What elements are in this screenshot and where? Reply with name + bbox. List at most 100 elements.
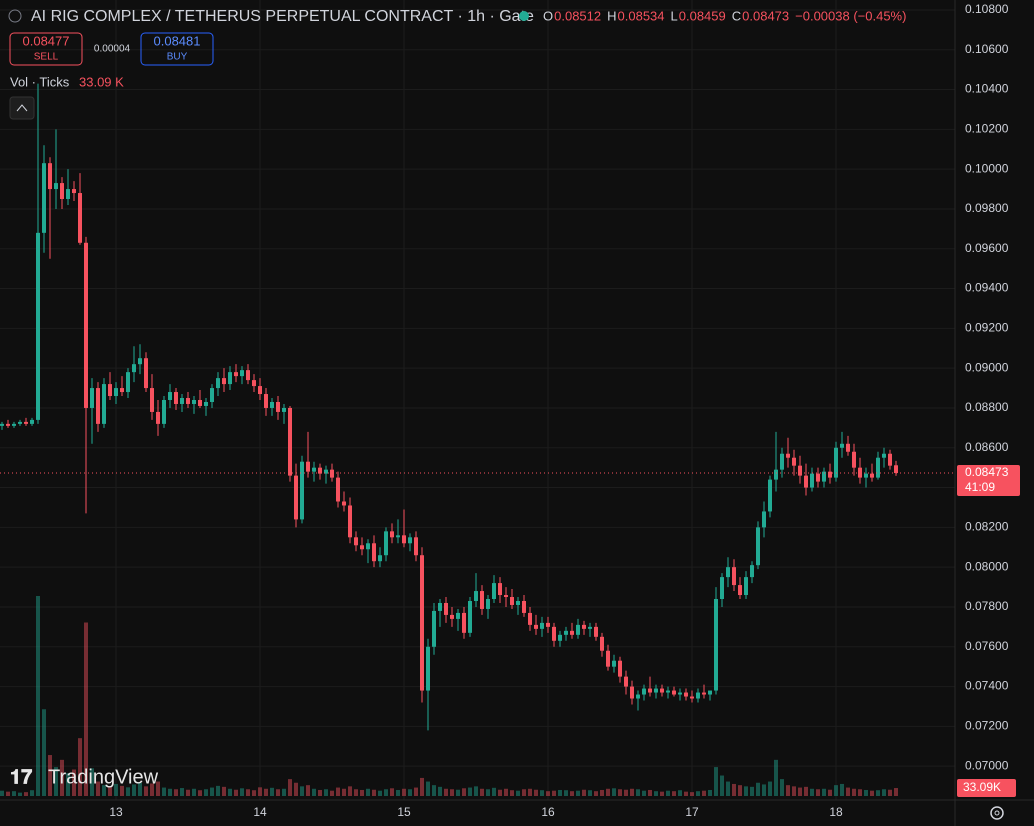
candle-body: [600, 636, 604, 651]
candle-body: [828, 471, 832, 478]
volume-bar: [894, 788, 898, 796]
volume-value: 33.09 K: [79, 74, 124, 89]
candle-body: [432, 610, 436, 647]
y-tick-label: 0.10600: [965, 42, 1009, 56]
candle-body: [618, 660, 622, 677]
readout-o-label: O: [543, 8, 553, 23]
sell-price[interactable]: 0.08477: [23, 33, 70, 48]
volume-bar: [846, 787, 850, 796]
candle-body: [468, 600, 472, 633]
candle-body: [180, 398, 184, 404]
candle-body: [786, 453, 790, 458]
volume-bar: [186, 789, 190, 796]
y-tick-label: 0.10400: [965, 82, 1009, 96]
candle-body: [240, 370, 244, 377]
volume-bar: [648, 789, 652, 796]
volume-bar: [522, 789, 526, 796]
volume-bar: [228, 788, 232, 796]
volume-bar: [324, 789, 328, 796]
candle-body: [624, 676, 628, 687]
volume-bar: [408, 789, 412, 796]
candle-body: [174, 392, 178, 404]
volume-bar: [600, 789, 604, 796]
volume-bar: [348, 786, 352, 796]
volume-bar: [282, 788, 286, 796]
watermark: TradingView: [48, 766, 159, 788]
settings-icon[interactable]: [990, 806, 1004, 820]
volume-bar: [888, 789, 892, 796]
candle-body: [684, 692, 688, 697]
candle-body: [84, 242, 88, 408]
volume-bar: [564, 790, 568, 796]
volume-bar: [126, 787, 130, 796]
candle-body: [342, 501, 346, 506]
readout-open: 0.08512: [554, 8, 601, 23]
volume-bar: [480, 788, 484, 796]
candle-body: [444, 602, 448, 615]
candle-body: [12, 423, 16, 426]
candle-body: [630, 686, 634, 699]
candle-body: [534, 624, 538, 629]
volume-bar: [672, 791, 676, 796]
candle-body: [318, 467, 322, 474]
y-tick-label: 0.10800: [965, 2, 1009, 16]
buy-label[interactable]: BUY: [167, 52, 188, 63]
volume-bar: [834, 785, 838, 796]
sell-button[interactable]: [9, 32, 83, 66]
candle-body: [18, 421, 22, 424]
volume-bar: [546, 791, 550, 796]
y-tick-label: 0.09600: [965, 241, 1009, 255]
candle-body: [864, 473, 868, 478]
candle-body: [162, 400, 166, 424]
candle-body: [570, 630, 574, 635]
volume-bar: [756, 782, 760, 796]
volume-bar: [582, 789, 586, 796]
candle-body: [144, 358, 148, 389]
candle-body: [546, 622, 550, 627]
volume-bar: [258, 787, 262, 796]
candle-body: [78, 193, 82, 243]
candle-body: [402, 535, 406, 544]
volume-bar: [816, 789, 820, 796]
candle-body: [768, 479, 772, 512]
candle-body: [462, 612, 466, 633]
buy-price[interactable]: 0.08481: [154, 33, 201, 48]
candle-body: [588, 626, 592, 629]
volume-bar: [438, 786, 442, 796]
candle-body: [834, 447, 838, 478]
volume-bar: [198, 790, 202, 796]
candle-body: [636, 694, 640, 699]
candle-body: [186, 398, 190, 404]
volume-bar: [450, 789, 454, 796]
buy-button[interactable]: [140, 32, 214, 66]
candle-body: [798, 465, 802, 476]
candle-body: [30, 419, 34, 424]
volume-bar: [744, 786, 748, 796]
candle-body: [366, 543, 370, 550]
volume-bar: [246, 789, 250, 796]
candle-body: [678, 692, 682, 695]
sell-label[interactable]: SELL: [34, 52, 59, 63]
candle-body: [660, 688, 664, 693]
settings-icon[interactable]: [994, 810, 1000, 816]
candle-body: [360, 545, 364, 550]
volume-bar: [468, 787, 472, 796]
volume-bar: [216, 785, 220, 796]
candle-body: [816, 473, 820, 482]
caret-icon[interactable]: [16, 104, 28, 112]
volume-bar: [300, 786, 304, 796]
candle-body: [702, 692, 706, 695]
candle-body: [474, 591, 478, 601]
y-tick-label: 0.08000: [965, 559, 1009, 573]
collapse-button[interactable]: [9, 96, 35, 120]
candle-body: [192, 400, 196, 404]
volume-bar: [66, 773, 70, 796]
candle-body: [156, 411, 160, 424]
candle-body: [582, 624, 586, 629]
candle-body: [648, 688, 652, 693]
y-tick-label: 0.09400: [965, 281, 1009, 295]
candle-body: [36, 232, 40, 420]
x-tick-label: 15: [397, 805, 411, 819]
y-tick-label: 0.07800: [965, 599, 1009, 613]
